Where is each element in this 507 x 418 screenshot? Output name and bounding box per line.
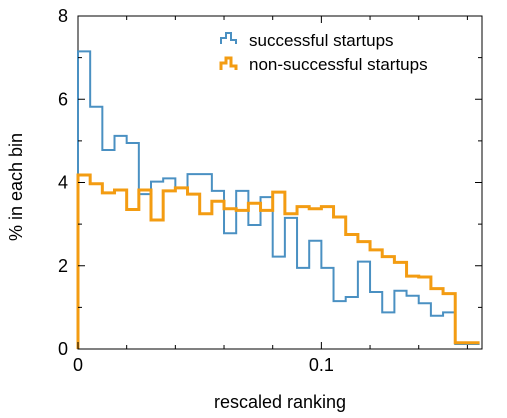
legend-label-non-successful: non-successful startups	[249, 55, 428, 74]
x-tick-label: 0.1	[309, 355, 334, 375]
y-axis-title: % in each bin	[6, 133, 26, 241]
x-axis-title: rescaled ranking	[214, 392, 346, 412]
series-line-successful-startups	[77, 50, 480, 349]
legend: successful startups non-successful start…	[219, 31, 428, 74]
legend-symbol-non-successful	[219, 56, 238, 70]
x-tick-label: 0	[73, 355, 83, 375]
y-tick-label: 4	[58, 173, 68, 193]
y-tick-label: 2	[58, 256, 68, 276]
legend-symbol-successful	[220, 32, 237, 44]
series-line-non-successful-startups	[76, 173, 480, 349]
legend-label-successful: successful startups	[249, 31, 394, 50]
y-tick-label: 8	[58, 6, 68, 26]
series-layer	[76, 50, 480, 349]
tick-layer: 0 2 4 6 8 0 0.1	[58, 6, 482, 375]
y-tick-label: 6	[58, 89, 68, 109]
y-tick-label: 0	[58, 339, 68, 359]
